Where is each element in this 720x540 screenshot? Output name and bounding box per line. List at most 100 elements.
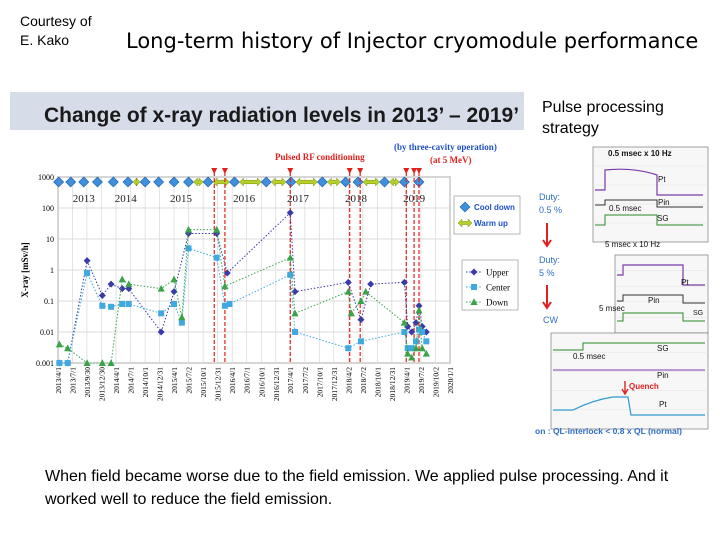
scope-canvas: 0.5 msec x 10 Hz Pt Pin SG 0.5 msec 5 msec x … xyxy=(533,145,709,438)
data-point-upper xyxy=(98,292,106,300)
oscilloscope-traces-panel: 0.5 msec x 10 Hz Pt Pin SG 0.5 msec 5 msec x … xyxy=(533,145,709,438)
x-tick-label: 2014/12/31 xyxy=(156,367,165,401)
data-point-center xyxy=(292,329,299,335)
data-point-down xyxy=(357,297,365,304)
x-tick-label: 2013/12/30 xyxy=(97,367,106,401)
data-point-center xyxy=(108,303,115,310)
scope-label-half-msec-3: 0.5 msec xyxy=(573,352,605,361)
x-tick-label: 2018/4/2 xyxy=(344,367,353,394)
y-tick-label: 10 xyxy=(46,235,54,244)
x-tick-label: 2013/7/1 xyxy=(68,367,77,394)
legend-series-label: Down xyxy=(486,298,508,308)
data-point-center xyxy=(178,319,185,326)
pulsed-rf-arrowhead xyxy=(287,168,294,174)
slide-title: Long-term history of Injector cryomodule… xyxy=(126,29,699,53)
pulsed-rf-annotation: Pulsed RF conditioning xyxy=(275,152,365,162)
data-point-down xyxy=(64,344,72,352)
scope-screen xyxy=(550,332,709,430)
data-point-down xyxy=(347,309,355,317)
x-tick-label: 2017/4/1 xyxy=(286,367,295,394)
year-label: 2015 xyxy=(170,193,193,205)
y-tick-label: 0.01 xyxy=(40,328,54,337)
series-line-down xyxy=(59,229,427,364)
data-point-down xyxy=(291,309,299,317)
x-tick-label: 2016/12/31 xyxy=(272,367,281,401)
scope-label-sg: SG xyxy=(657,214,669,223)
data-point-upper xyxy=(291,288,299,296)
data-point-down xyxy=(118,275,126,283)
legend-series-marker xyxy=(470,298,478,305)
scope-label-pt: Pt xyxy=(658,175,666,184)
x-tick-label: 2016/4/1 xyxy=(228,367,237,394)
legend-series-marker xyxy=(470,268,478,276)
courtesy-note: Courtesy of E. Kako xyxy=(20,13,92,48)
x-tick-label: 2015/12/31 xyxy=(214,367,223,401)
data-point-center xyxy=(287,271,294,278)
legend-series-marker xyxy=(471,284,477,290)
cool-down-marker xyxy=(107,176,119,188)
data-point-center xyxy=(226,301,233,308)
trace-sg-1 xyxy=(595,214,703,226)
legend-series-label: Upper xyxy=(486,268,509,278)
x-tick-label: 2017/12/31 xyxy=(330,367,339,401)
xray-history-chart: Change of x-ray radiation levels in 2013… xyxy=(10,92,524,428)
data-point-center xyxy=(404,345,411,352)
data-point-center xyxy=(213,254,220,261)
cool-down-marker xyxy=(260,176,272,188)
y-tick-label: 0.001 xyxy=(36,359,54,368)
data-point-down xyxy=(125,280,133,288)
year-label: 2016 xyxy=(233,193,256,205)
y-tick-label: 1000 xyxy=(38,173,54,182)
trace-sg-2 xyxy=(617,312,705,322)
event-legend-box xyxy=(453,195,521,235)
pulsed-rf-arrowhead xyxy=(403,168,410,174)
cool-down-marker xyxy=(168,176,180,188)
data-point-down xyxy=(170,275,178,283)
slide-caption: When field became worse due to the field… xyxy=(45,468,669,508)
data-point-down xyxy=(415,306,423,314)
trace-pin-2 xyxy=(617,294,705,304)
y-tick-label: 0.1 xyxy=(44,297,54,306)
cw-label: CW xyxy=(543,315,558,325)
data-point-center xyxy=(64,360,71,366)
x-tick-label: 2015/7/2 xyxy=(185,367,194,394)
quench-arrow xyxy=(621,381,629,396)
scope-label-pin: Pin xyxy=(658,198,670,207)
y-tick-label: 100 xyxy=(42,204,54,213)
scope-label-half-msec: 0.5 msec xyxy=(609,204,641,213)
data-point-down xyxy=(412,344,420,352)
x-tick-label: 2014/10/1 xyxy=(141,367,150,398)
data-point-upper xyxy=(400,278,408,286)
scope-label-5msec-10hz: 5 msec x 10 Hz xyxy=(605,240,660,249)
cool-down-marker xyxy=(202,176,214,188)
data-point-down xyxy=(107,359,115,366)
data-point-upper xyxy=(118,285,126,293)
x-tick-label: 2013/4/1 xyxy=(54,367,63,394)
data-point-center xyxy=(401,329,408,335)
x-tick-label: 2015/10/1 xyxy=(199,367,208,398)
x-tick-label: 2020/1/1 xyxy=(446,367,455,394)
data-point-center xyxy=(419,329,426,335)
series-down xyxy=(55,225,430,366)
scope-label-sg-2: SG xyxy=(693,310,703,317)
legend-cool-down-label: Cool down xyxy=(474,203,515,212)
data-point-down xyxy=(157,284,165,292)
year-label: 2014 xyxy=(115,193,138,205)
data-point-center xyxy=(171,301,178,308)
cool-down-marker xyxy=(65,176,77,188)
trace-pt-1 xyxy=(595,168,703,196)
trace-pt-3 xyxy=(553,396,705,416)
data-point-down xyxy=(184,225,193,233)
chart-title: Change of x-ray radiation levels in 2013… xyxy=(44,104,519,127)
data-point-down xyxy=(213,225,221,233)
data-point-center xyxy=(408,345,415,352)
quench-label: Quench xyxy=(629,382,659,391)
duty-1-line-1: Duty: xyxy=(539,192,560,202)
data-point-center xyxy=(125,301,132,308)
cool-down-marker xyxy=(285,176,297,188)
data-point-down xyxy=(362,287,370,295)
data-point-down xyxy=(286,253,294,261)
data-point-down xyxy=(418,344,426,352)
cool-down-marker xyxy=(91,176,103,188)
chart-title-bar xyxy=(10,92,524,130)
